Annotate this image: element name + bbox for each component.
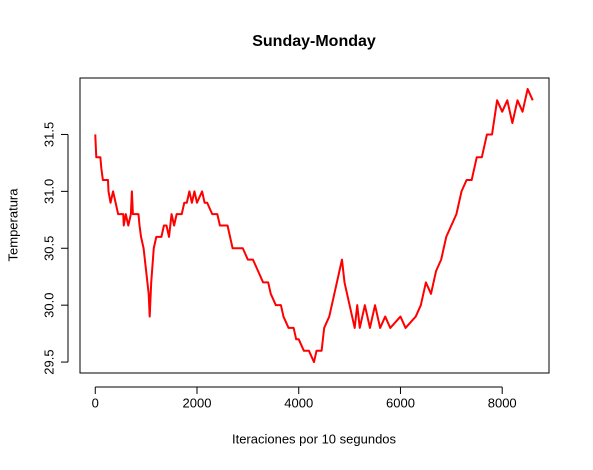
- y-tick-label: 30.5: [41, 236, 56, 261]
- y-tick-label: 29.5: [41, 349, 56, 374]
- chart-title: Sunday-Monday: [252, 33, 376, 50]
- x-tick-label: 8000: [488, 395, 517, 410]
- x-tick-label: 6000: [386, 395, 415, 410]
- y-tick-label: 31.5: [41, 122, 56, 147]
- data-line: [94, 87, 534, 364]
- y-tick-label: 30.0: [41, 293, 56, 318]
- x-tick-label: 0: [92, 395, 99, 410]
- x-tick-label: 2000: [183, 395, 212, 410]
- x-axis-label: Iteraciones por 10 segundos: [232, 431, 397, 446]
- y-axis-label: Temperatura: [5, 188, 20, 262]
- y-tick-label: 31.0: [41, 179, 56, 204]
- x-tick-label: 4000: [284, 395, 313, 410]
- plot-frame: [79, 77, 550, 374]
